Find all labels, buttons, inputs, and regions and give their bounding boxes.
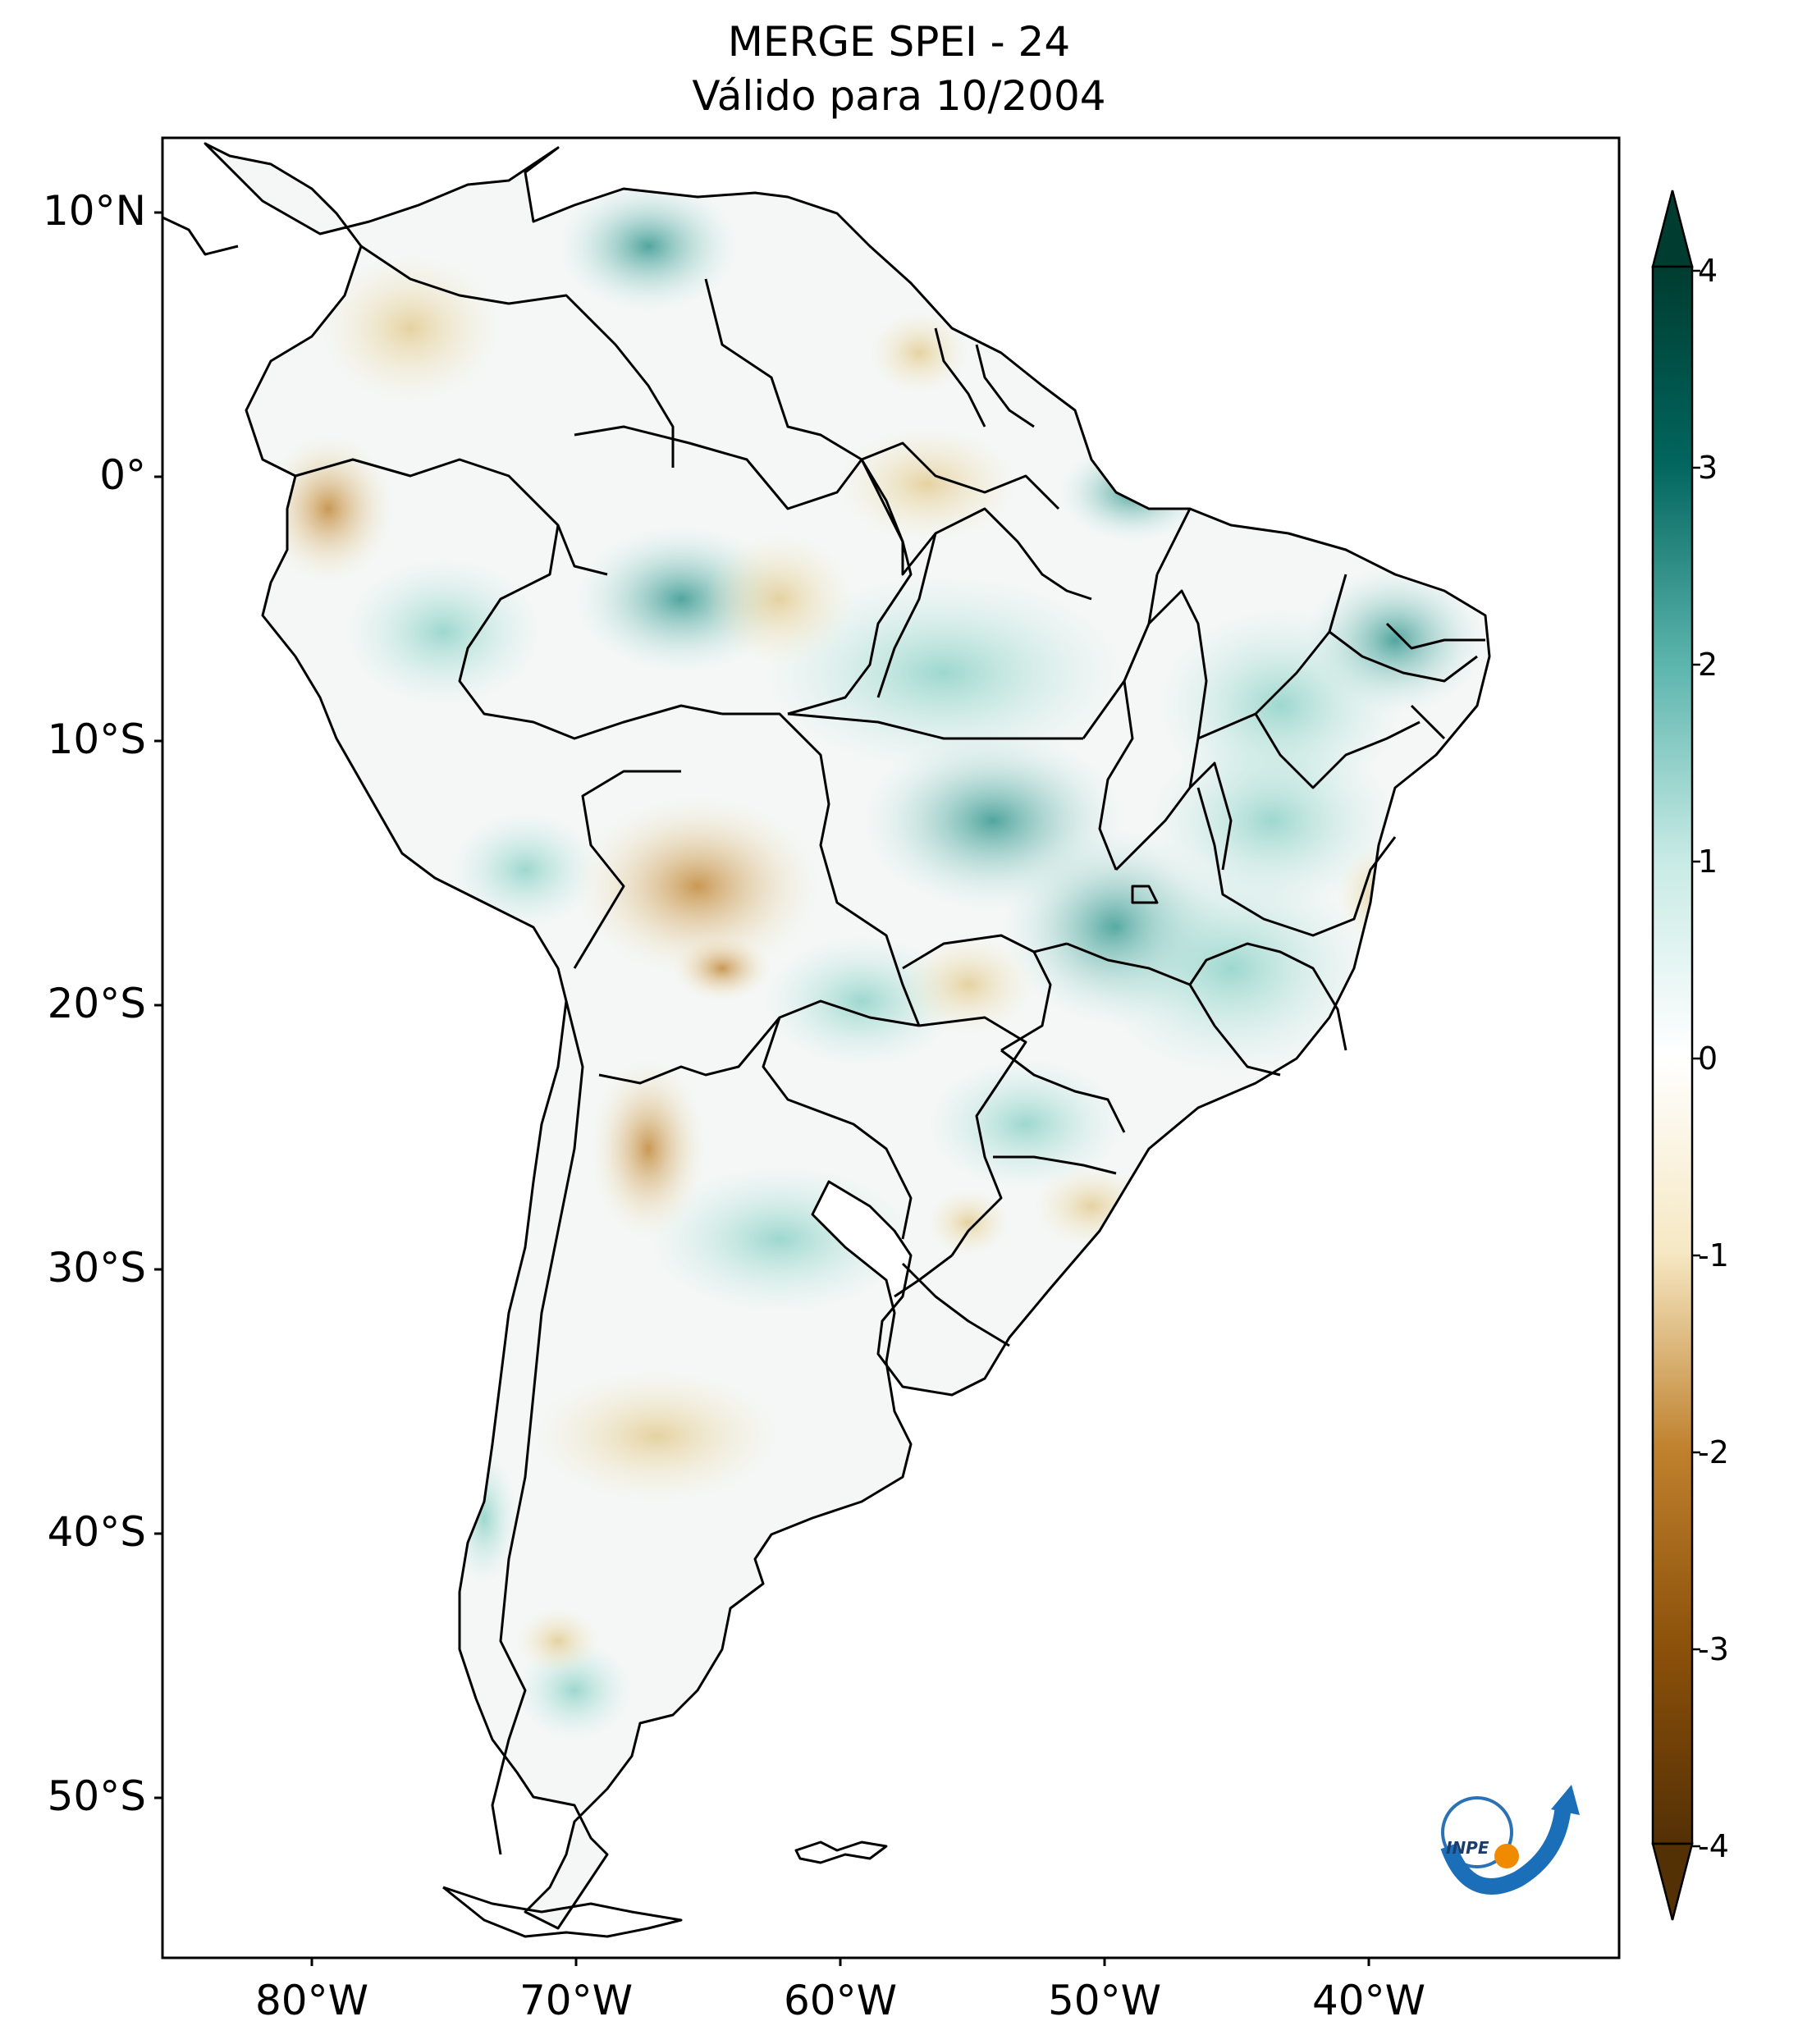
coastlines-and-borders: [162, 142, 1491, 1938]
state-border-amazonas-para: [787, 459, 913, 716]
border-peru-brazil: [295, 458, 723, 740]
border-suriname-guiana: [975, 344, 1035, 428]
state-border-paraiba: [1385, 622, 1485, 650]
central-america-coast: [162, 216, 239, 256]
state-border-tocantins-west: [1098, 680, 1134, 871]
border-colombia-peru: [556, 524, 608, 576]
colorbar-label-2: 2: [1698, 647, 1718, 683]
colorbar-body: [1651, 265, 1694, 1845]
border-paraguay: [762, 1017, 913, 1240]
state-border-goias: [1114, 761, 1233, 871]
lon-label-60w: 60°W: [783, 1977, 898, 2024]
state-border-bahia-north: [1254, 713, 1421, 789]
inpe-logo-text: INPE: [1446, 1838, 1489, 1858]
state-border-ms-sp: [1000, 951, 1052, 1052]
lon-tick-marks: [310, 1958, 1370, 1966]
colorbar-label-1: 1: [1698, 844, 1718, 880]
state-border-mato-grosso-sul: [902, 934, 1068, 970]
border-paraguay-brazil: [918, 1016, 1027, 1256]
state-border-minas-rio: [1188, 942, 1347, 1051]
colorbar-label-0: 0: [1698, 1040, 1718, 1077]
tierra-del-fuego: [442, 1886, 683, 1938]
state-border-roraima: [876, 533, 937, 698]
lon-label-40w: 40°W: [1311, 1977, 1426, 2024]
state-border-maranhao-para: [1155, 508, 1192, 575]
state-border-bahia-minas: [1196, 787, 1397, 937]
lat-label-50s: 50°S: [47, 1772, 146, 1820]
lat-label-0: 0°: [99, 451, 146, 499]
state-border-para-tocantins: [1082, 574, 1159, 739]
map-frame: [161, 136, 1621, 1959]
state-border-sergipe: [1410, 704, 1446, 740]
colorbar-label-neg2: -2: [1698, 1434, 1729, 1470]
colorbar-label-neg3: -3: [1698, 1631, 1729, 1667]
state-border-para-mato-grosso: [787, 712, 1083, 740]
colorbar-label-neg4: -4: [1698, 1828, 1729, 1864]
border-guianas: [860, 459, 1092, 601]
lon-label-80w: 80°W: [254, 1977, 369, 2024]
lat-label-10n: 10°N: [42, 187, 146, 235]
colorbar-tick-marks: [1692, 269, 1700, 1848]
lat-label-20s: 20°S: [47, 980, 146, 1027]
federal-district-border: [1131, 885, 1159, 904]
border-bolivia-peru: [573, 770, 681, 969]
map-title-line2: Válido para 10/2004: [692, 72, 1106, 120]
lon-label-50w: 50°W: [1047, 1977, 1162, 2024]
state-border-pernambuco: [1329, 630, 1478, 683]
border-guyana-suriname: [934, 327, 986, 428]
border-bolivia-brazil: [722, 712, 921, 1027]
border-bolivia-south: [598, 999, 920, 1085]
map-title-line1: MERGE SPEI - 24: [727, 18, 1071, 66]
colorbar-extend-min: [1651, 1842, 1694, 1921]
colorbar-label-4: 4: [1698, 253, 1718, 289]
state-border-piaui: [1197, 574, 1347, 740]
lat-label-40s: 40°S: [47, 1508, 146, 1556]
border-chile-argentina: [491, 1000, 584, 1855]
state-border-parana: [1000, 1049, 1126, 1133]
colorbar-label-3: 3: [1698, 450, 1718, 486]
border-colombia-brazil: [574, 425, 863, 510]
state-border-santa-catarina: [993, 1155, 1117, 1175]
lon-label-70w: 70°W: [519, 1977, 634, 2024]
border-colombia-venezuela: [360, 245, 675, 468]
lat-label-30s: 30°S: [47, 1244, 146, 1292]
lat-label-10s: 10°S: [47, 716, 146, 763]
lat-tick-marks: [154, 211, 162, 1799]
border-brazil-uruguay: [901, 1262, 1010, 1347]
state-border-tocantins-east: [1147, 589, 1208, 789]
colorbar-extend-max: [1651, 190, 1694, 268]
falkland-islands: [794, 1841, 888, 1864]
inpe-logo-icon: [1440, 1785, 1580, 1895]
colorbar-label-neg1: -1: [1698, 1237, 1729, 1273]
colorbar: [1651, 190, 1700, 1921]
